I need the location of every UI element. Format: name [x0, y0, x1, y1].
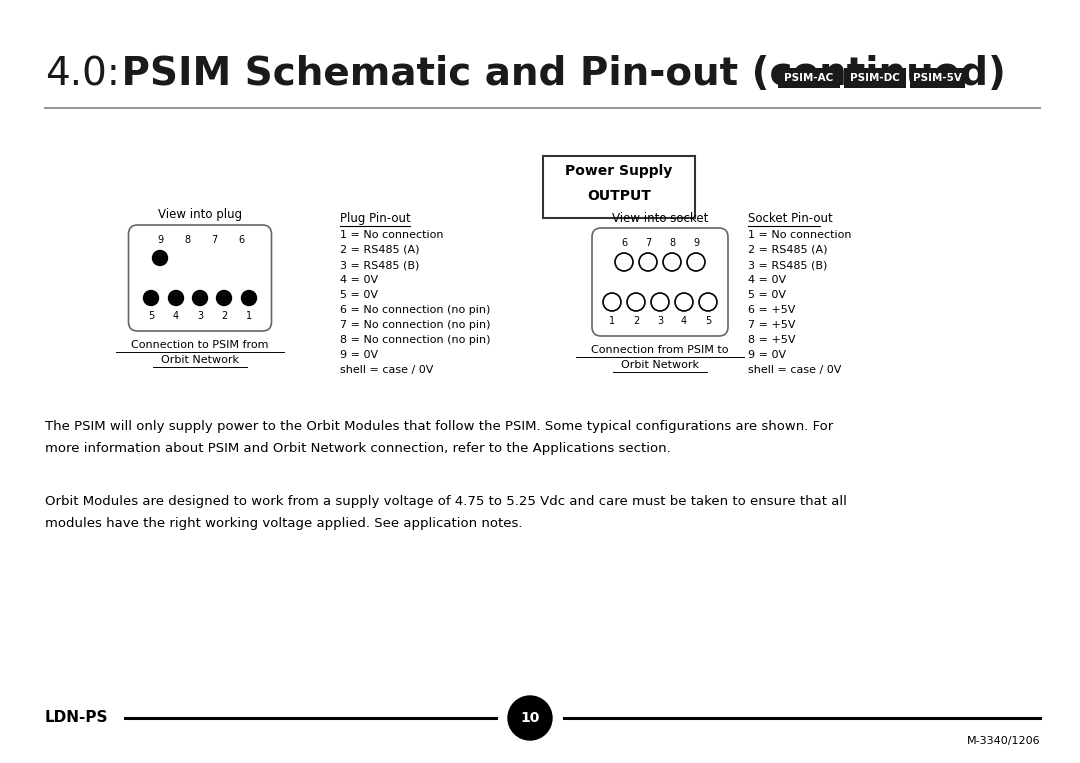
Text: 6 = +5V: 6 = +5V [748, 305, 795, 315]
Text: 7: 7 [211, 235, 217, 245]
Circle shape [216, 291, 231, 305]
Text: 9 = 0V: 9 = 0V [748, 350, 786, 360]
Text: M-3340/1206: M-3340/1206 [967, 736, 1040, 746]
Text: 9: 9 [157, 235, 163, 245]
FancyBboxPatch shape [543, 156, 696, 218]
Circle shape [699, 293, 717, 311]
Text: shell = case / 0V: shell = case / 0V [340, 365, 433, 375]
Text: 4 = 0V: 4 = 0V [340, 275, 378, 285]
Text: Orbit Network: Orbit Network [161, 355, 239, 365]
Text: Plug Pin-out: Plug Pin-out [340, 212, 410, 225]
Text: 10: 10 [521, 711, 540, 725]
Text: 8: 8 [669, 238, 675, 248]
Text: Orbit Network: Orbit Network [621, 360, 699, 370]
Text: Connection from PSIM to: Connection from PSIM to [591, 345, 729, 355]
Circle shape [639, 253, 657, 271]
Text: OUTPUT: OUTPUT [588, 189, 651, 203]
Text: 1: 1 [246, 311, 252, 321]
FancyBboxPatch shape [843, 68, 906, 88]
Text: 1 = No connection: 1 = No connection [748, 230, 851, 240]
Text: 4.0:: 4.0: [45, 55, 120, 93]
Circle shape [152, 250, 167, 266]
FancyBboxPatch shape [910, 68, 966, 88]
Text: 1 = No connection: 1 = No connection [340, 230, 444, 240]
Circle shape [627, 293, 645, 311]
FancyBboxPatch shape [129, 225, 271, 331]
Text: 8 = No connection (no pin): 8 = No connection (no pin) [340, 335, 490, 345]
Text: Orbit Modules are designed to work from a supply voltage of 4.75 to 5.25 Vdc and: Orbit Modules are designed to work from … [45, 495, 847, 508]
Text: 3 = RS485 (B): 3 = RS485 (B) [748, 260, 827, 270]
Text: 4: 4 [680, 316, 687, 326]
Text: PSIM-DC: PSIM-DC [850, 73, 900, 83]
Text: PSIM Schematic and Pin-out (continued): PSIM Schematic and Pin-out (continued) [108, 55, 1005, 93]
Text: LDN-PS: LDN-PS [45, 710, 108, 726]
Text: 9 = 0V: 9 = 0V [340, 350, 378, 360]
Text: 8: 8 [184, 235, 190, 245]
Circle shape [651, 293, 669, 311]
Text: 3 = RS485 (B): 3 = RS485 (B) [340, 260, 419, 270]
Text: Power Supply: Power Supply [565, 164, 673, 178]
Circle shape [663, 253, 681, 271]
Text: shell = case / 0V: shell = case / 0V [748, 365, 841, 375]
Circle shape [242, 291, 257, 305]
Circle shape [615, 253, 633, 271]
Circle shape [508, 696, 552, 740]
Circle shape [192, 291, 207, 305]
Text: View into plug: View into plug [158, 208, 242, 221]
Text: 9: 9 [693, 238, 699, 248]
Text: View into socket: View into socket [611, 212, 708, 225]
FancyBboxPatch shape [592, 228, 728, 336]
Text: 6 = No connection (no pin): 6 = No connection (no pin) [340, 305, 490, 315]
Text: Socket Pin-out: Socket Pin-out [748, 212, 833, 225]
Text: 6: 6 [621, 238, 627, 248]
Text: 2 = RS485 (A): 2 = RS485 (A) [340, 245, 419, 255]
Circle shape [168, 291, 184, 305]
Text: 3: 3 [657, 316, 663, 326]
Text: 5: 5 [148, 311, 154, 321]
Circle shape [603, 293, 621, 311]
Text: 7 = +5V: 7 = +5V [748, 320, 796, 330]
Text: 4 = 0V: 4 = 0V [748, 275, 786, 285]
Text: 1: 1 [609, 316, 616, 326]
Text: modules have the right working voltage applied. See application notes.: modules have the right working voltage a… [45, 517, 523, 530]
Text: 2: 2 [633, 316, 639, 326]
Text: 4: 4 [173, 311, 179, 321]
FancyBboxPatch shape [778, 68, 840, 88]
Text: 3: 3 [197, 311, 203, 321]
Text: 8 = +5V: 8 = +5V [748, 335, 796, 345]
Text: 5 = 0V: 5 = 0V [340, 290, 378, 300]
Text: 2 = RS485 (A): 2 = RS485 (A) [748, 245, 827, 255]
Text: 5: 5 [705, 316, 711, 326]
Text: Connection to PSIM from: Connection to PSIM from [132, 340, 269, 350]
Circle shape [675, 293, 693, 311]
Text: 5 = 0V: 5 = 0V [748, 290, 786, 300]
Text: more information about PSIM and Orbit Network connection, refer to the Applicati: more information about PSIM and Orbit Ne… [45, 442, 671, 455]
Circle shape [144, 291, 159, 305]
Text: PSIM-5V: PSIM-5V [913, 73, 962, 83]
Text: 7 = No connection (no pin): 7 = No connection (no pin) [340, 320, 490, 330]
Text: 6: 6 [238, 235, 244, 245]
Text: PSIM-AC: PSIM-AC [784, 73, 834, 83]
Text: 7: 7 [645, 238, 651, 248]
Text: 2: 2 [221, 311, 227, 321]
Circle shape [687, 253, 705, 271]
Text: The PSIM will only supply power to the Orbit Modules that follow the PSIM. Some : The PSIM will only supply power to the O… [45, 420, 834, 433]
